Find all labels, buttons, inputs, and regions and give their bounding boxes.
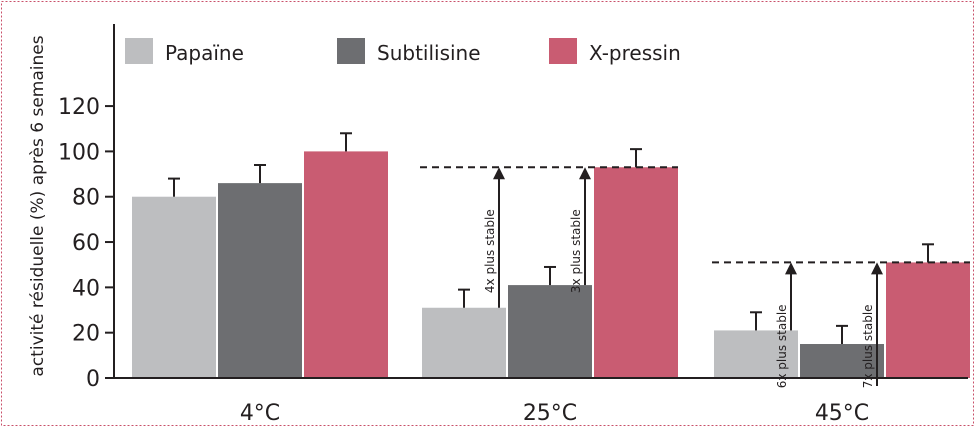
category-label: 4°C [240,401,280,426]
legend: Papaïne Subtilisine X-pressin [125,38,681,65]
y-tick-label: 40 [72,276,100,301]
ticks-layer: 0 20 40 60 80 100 120 4°C 25°C 45°C [58,95,869,426]
bar [886,262,970,378]
bar [422,307,506,378]
y-tick-label: 20 [72,322,100,347]
y-tick-label: 60 [72,231,100,256]
y-tick-label: 0 [86,367,100,392]
y-tick-label: 80 [72,186,100,211]
bar [714,330,798,378]
annotation-label: 4x plus stable [483,209,497,293]
annotations-layer: 4x plus stable 3x plus stable 6x plus stab… [420,166,970,388]
bar [132,196,216,378]
category-label: 25°C [523,401,577,426]
legend-swatch [549,38,577,64]
bar [508,285,592,378]
annotation-label: 3x plus stable [569,209,583,293]
bars-layer [132,132,970,378]
legend-label: X-pressin [589,41,681,65]
annotation-arrow-head [579,167,591,180]
axes-layer: activité résiduelle (%) après 6 semaines [28,24,968,379]
legend-swatch [125,38,153,64]
y-axis-label: activité résiduelle (%) après 6 semaines [28,35,48,376]
bar [304,151,388,378]
legend-label: Subtilisine [377,41,481,65]
bar [218,183,302,378]
legend-label: Papaïne [165,41,244,65]
y-tick-label: 100 [58,140,100,165]
bar [594,167,678,378]
category-label: 45°C [815,401,869,426]
annotation-label: 6x plus stable [775,304,789,388]
annotation-arrow-head [785,262,797,275]
y-tick-label: 120 [58,95,100,120]
annotation-arrow-head [493,167,505,180]
annotation-arrow-head [871,262,883,275]
annotation-label: 7x plus stable [861,304,875,388]
bar [800,344,884,378]
legend-swatch [337,38,365,64]
